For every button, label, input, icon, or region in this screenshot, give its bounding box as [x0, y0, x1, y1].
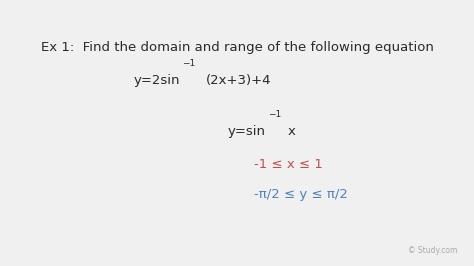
Text: -π/2 ≤ y ≤ π/2: -π/2 ≤ y ≤ π/2	[254, 188, 347, 201]
Text: −1: −1	[268, 110, 281, 119]
Text: x: x	[287, 125, 295, 138]
Text: y=2sin: y=2sin	[134, 74, 180, 88]
Text: Ex 1:  Find the domain and range of the following equation: Ex 1: Find the domain and range of the f…	[41, 41, 433, 54]
Text: © Study.com: © Study.com	[408, 246, 457, 255]
Text: −1: −1	[182, 59, 196, 68]
Text: y=sin: y=sin	[228, 125, 265, 138]
Text: -1 ≤ x ≤ 1: -1 ≤ x ≤ 1	[254, 158, 322, 171]
Text: (2x+3)+4: (2x+3)+4	[206, 74, 272, 88]
